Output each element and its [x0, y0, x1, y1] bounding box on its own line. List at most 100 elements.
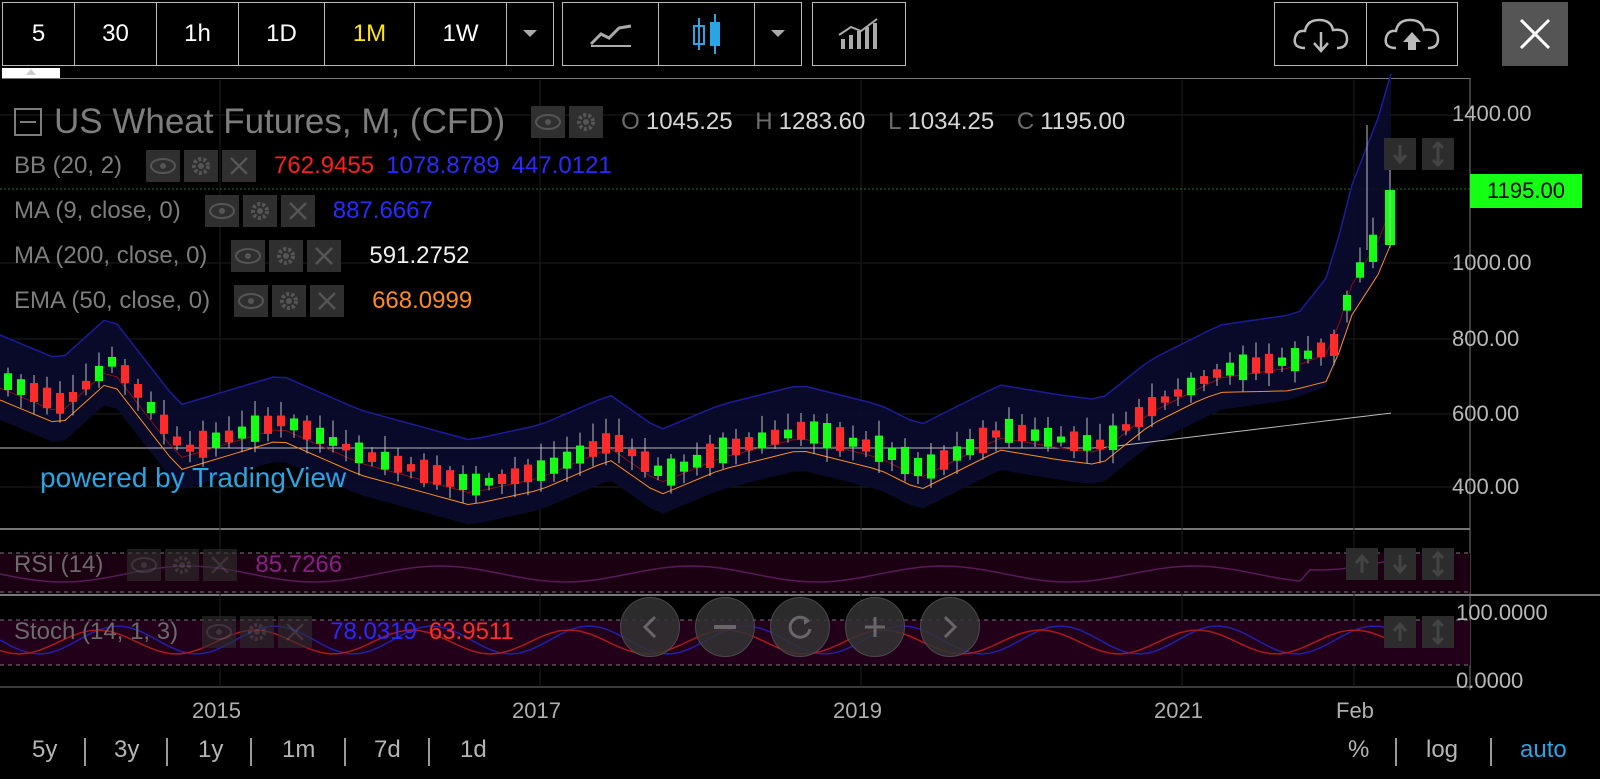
line-chart-button[interactable] [563, 3, 659, 65]
candle [1226, 362, 1234, 376]
price-tick: 1000.00 [1452, 250, 1532, 275]
candle [1109, 425, 1117, 451]
eye-icon[interactable] [146, 150, 181, 182]
indicators-button[interactable] [813, 3, 905, 65]
eye-icon[interactable] [204, 195, 239, 227]
candle [212, 432, 220, 449]
zoom-in-button[interactable] [845, 597, 905, 657]
chart-title-row: US Wheat Futures, M, (CFD) O 1045.25 H 128… [14, 102, 1141, 142]
interval-5[interactable]: 5 [3, 3, 75, 65]
candle [4, 373, 12, 391]
range-3y[interactable]: 3y [114, 736, 140, 763]
interval-1w[interactable]: 1W [415, 3, 507, 65]
interval-1h[interactable]: 1h [157, 3, 239, 65]
stoch-pane-controls [1384, 616, 1454, 648]
eye-icon[interactable] [127, 549, 162, 581]
ma9-value: 887.6667 [332, 197, 433, 224]
maximize-pane-icon[interactable] [1422, 616, 1454, 648]
interval-1m[interactable]: 1M [325, 3, 415, 65]
ma200-value: 591.2752 [369, 242, 470, 269]
divider [84, 738, 86, 766]
scroll-left-button[interactable] [620, 597, 680, 657]
eye-icon[interactable] [531, 106, 566, 138]
chart-type-dropdown[interactable] [755, 3, 801, 65]
interval-dropdown[interactable] [507, 3, 553, 65]
candle [433, 465, 441, 485]
move-down-icon[interactable] [1384, 548, 1416, 580]
candle [693, 454, 701, 468]
gear-icon[interactable] [240, 616, 275, 648]
interval-30[interactable]: 30 [75, 3, 157, 65]
watermark-text[interactable]: powered by TradingView [40, 462, 347, 493]
close-button[interactable] [1502, 2, 1568, 66]
remove-icon[interactable] [310, 285, 345, 317]
remove-icon[interactable] [203, 549, 238, 581]
candle [511, 468, 519, 485]
line-chart-icon [589, 24, 631, 47]
collapse-legend-icon[interactable] [14, 108, 42, 136]
remove-icon[interactable] [280, 195, 315, 227]
gear-icon[interactable] [184, 150, 219, 182]
rsi-label: RSI (14) [14, 551, 104, 578]
candle [238, 426, 246, 439]
candle [134, 383, 142, 398]
maximize-pane-icon[interactable] [1422, 548, 1454, 580]
candle [329, 437, 337, 446]
cloud-upload-button[interactable] [1367, 3, 1457, 65]
bb-upper-line [0, 73, 1392, 441]
remove-icon[interactable] [307, 240, 342, 272]
interval-1d[interactable]: 1D [239, 3, 325, 65]
log-scale-toggle[interactable]: log [1426, 736, 1459, 763]
stoch-legend: Stoch (14, 1, 3) 78.0319 63.9511 [14, 616, 514, 648]
price-tick: 600.00 [1452, 401, 1520, 426]
candle [576, 445, 584, 464]
gear-icon[interactable] [272, 285, 307, 317]
eye-icon[interactable] [234, 285, 269, 317]
cloud-download-button[interactable] [1275, 3, 1367, 65]
indicators-icon [838, 18, 878, 49]
candle [914, 457, 922, 477]
candle [472, 473, 480, 496]
percent-scale-toggle[interactable]: % [1348, 736, 1370, 763]
scroll-tab[interactable] [2, 68, 60, 78]
zoom-out-button[interactable] [695, 597, 755, 657]
move-down-icon[interactable] [1384, 138, 1416, 170]
gear-icon[interactable] [165, 549, 200, 581]
range-1m[interactable]: 1m [282, 736, 316, 763]
scroll-right-button[interactable] [920, 597, 980, 657]
range-1y[interactable]: 1y [198, 736, 224, 763]
candle [160, 414, 168, 434]
chevron-left-icon [642, 615, 657, 639]
maximize-pane-icon[interactable] [1422, 138, 1454, 170]
gear-icon[interactable] [242, 195, 277, 227]
refresh-icon [788, 615, 812, 639]
minus-icon [714, 625, 736, 629]
rsi-legend: RSI (14) 85.7266 [14, 549, 342, 581]
candle [459, 474, 467, 490]
remove-icon[interactable] [222, 150, 257, 182]
candlestick-chart-button[interactable] [659, 3, 755, 65]
gear-icon[interactable] [569, 106, 604, 138]
candle [927, 454, 935, 479]
eye-icon[interactable] [231, 240, 266, 272]
auto-scale-toggle[interactable]: auto [1520, 736, 1567, 763]
candle [615, 434, 623, 453]
range-7d[interactable]: 7d [374, 736, 401, 763]
eye-icon[interactable] [202, 616, 237, 648]
move-up-icon[interactable] [1346, 548, 1378, 580]
candle [1096, 439, 1104, 450]
gear-icon[interactable] [269, 240, 304, 272]
remove-icon[interactable] [278, 616, 313, 648]
price-tick: 1400.00 [1452, 101, 1532, 126]
interval-selector: 5 30 1h 1D 1M 1W [2, 2, 554, 66]
candle [784, 429, 792, 439]
range-1d[interactable]: 1d [460, 736, 487, 763]
ema50-value: 668.0999 [372, 287, 473, 314]
cloud-upload-icon [1384, 18, 1440, 50]
candle [498, 473, 506, 485]
range-5y[interactable]: 5y [32, 736, 58, 763]
candle [888, 447, 896, 461]
ohlc-values: O 1045.25 H 1283.60 L 1034.25 C 1195.00 [621, 108, 1126, 135]
reset-button[interactable] [770, 597, 830, 657]
move-up-icon[interactable] [1384, 616, 1416, 648]
